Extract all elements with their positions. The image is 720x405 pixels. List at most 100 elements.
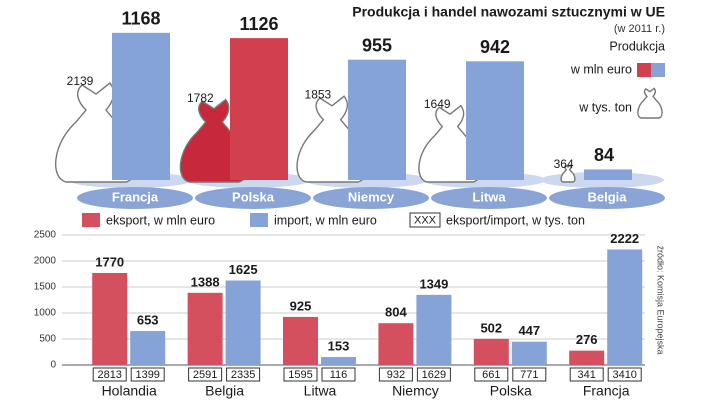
legend-box-sample: XXX xyxy=(414,214,437,226)
bar xyxy=(584,169,632,180)
chart-subtitle: (w 2011 r.) xyxy=(614,23,665,35)
category-label: Litwa xyxy=(472,189,506,204)
bar xyxy=(112,32,170,180)
tonnage-box xyxy=(321,367,356,382)
value-label: 955 xyxy=(362,35,392,55)
category-strip xyxy=(195,187,311,209)
x-tick-label: Belgia xyxy=(205,383,244,399)
value-label: 1770 xyxy=(95,254,124,269)
bar xyxy=(569,350,605,365)
y-tick-label: 500 xyxy=(39,334,56,345)
value-label: 942 xyxy=(480,37,510,57)
x-tick-label: Niemcy xyxy=(392,383,439,399)
value-label: 276 xyxy=(576,332,598,347)
tonnage-box xyxy=(474,367,509,382)
value-label: 1349 xyxy=(419,276,448,291)
bag-label: 1853 xyxy=(305,88,332,102)
legend-label: eksport/import, w tys. ton xyxy=(446,213,585,227)
tonnage-value: 341 xyxy=(578,369,596,381)
tonnage-value: 2335 xyxy=(231,369,255,381)
bag-icon xyxy=(637,87,663,119)
tonnage-value: 3410 xyxy=(612,369,636,381)
value-label: 502 xyxy=(480,320,502,335)
bag-label: 364 xyxy=(554,157,574,171)
legend-swatch xyxy=(82,213,100,227)
value-label: 84 xyxy=(594,145,614,165)
tonnage-box xyxy=(378,367,413,382)
category-strip xyxy=(313,187,429,209)
legend-label: w mln euro xyxy=(570,62,632,76)
bar xyxy=(378,323,414,365)
bag-label: 2139 xyxy=(67,74,94,88)
value-label: 447 xyxy=(518,323,540,338)
tonnage-value: 1629 xyxy=(422,369,446,381)
tonnage-value: 2591 xyxy=(193,369,217,381)
bag-label: 1782 xyxy=(187,91,214,105)
source: źródło: Komisja Europejska xyxy=(656,245,666,354)
bar xyxy=(283,316,318,365)
y-tick-label: 1000 xyxy=(34,308,57,319)
tonnage-value: 1399 xyxy=(135,369,159,381)
chart-title: Produkcja i handel nawozami sztucznymi w… xyxy=(352,4,665,20)
tonnage-box xyxy=(226,367,261,382)
value-label: 153 xyxy=(328,338,350,353)
legend-label: import, w mln euro xyxy=(274,213,377,227)
x-tick-label: Francja xyxy=(583,383,630,399)
tonnage-value: 1595 xyxy=(288,369,312,381)
tonnage-box xyxy=(130,367,165,382)
y-tick-label: 2500 xyxy=(34,230,57,241)
bar xyxy=(92,272,128,365)
category-label: Polska xyxy=(232,189,275,204)
legend-label: eksport, w mln euro xyxy=(106,213,215,227)
tonnage-box xyxy=(416,367,451,382)
bar xyxy=(225,280,261,365)
bar xyxy=(511,341,547,365)
legend-box xyxy=(409,212,441,228)
tonnage-box xyxy=(283,367,318,382)
tonnage-box xyxy=(607,367,642,382)
bar xyxy=(187,292,223,365)
bar xyxy=(321,357,356,365)
category-strip xyxy=(77,187,193,209)
bag-label: 1649 xyxy=(424,97,451,111)
x-tick-label: Polska xyxy=(490,383,532,399)
value-label: 653 xyxy=(137,312,159,327)
category-label: Belgia xyxy=(587,189,627,204)
value-label: 2222 xyxy=(610,231,639,246)
legend-swatch xyxy=(651,63,665,77)
category-label: Niemcy xyxy=(348,189,395,204)
x-tick-label: Litwa xyxy=(304,383,337,399)
category-strip xyxy=(549,187,665,209)
bar xyxy=(466,61,524,180)
tonnage-value: 2813 xyxy=(97,369,121,381)
bar xyxy=(416,294,452,365)
tonnage-value: 771 xyxy=(520,369,538,381)
bar xyxy=(473,338,509,365)
legend-swatch xyxy=(250,213,268,227)
tonnage-box xyxy=(512,367,547,382)
tonnage-value: 932 xyxy=(387,369,405,381)
x-tick-label: Holandia xyxy=(102,383,157,399)
legend-title: Produkcja xyxy=(609,39,665,53)
tonnage-value: 661 xyxy=(482,369,500,381)
bar xyxy=(130,331,166,365)
tonnage-box xyxy=(188,367,223,382)
legend-swatch xyxy=(637,63,651,77)
value-label: 1388 xyxy=(191,274,220,289)
bag-icon xyxy=(560,164,576,183)
tonnage-box xyxy=(92,367,127,382)
value-label: 1168 xyxy=(121,9,160,29)
category-label: Francja xyxy=(112,189,159,204)
value-label: 1126 xyxy=(239,14,278,34)
category-strip xyxy=(431,187,547,209)
value-label: 925 xyxy=(290,298,312,313)
value-label: 804 xyxy=(385,305,407,320)
value-label: 1625 xyxy=(229,262,258,277)
y-tick-label: 2000 xyxy=(34,256,57,267)
bar xyxy=(607,249,643,365)
y-tick-label: 0 xyxy=(50,360,56,371)
bar xyxy=(348,59,406,180)
tonnage-box xyxy=(569,367,604,382)
y-tick-label: 1500 xyxy=(34,282,57,293)
